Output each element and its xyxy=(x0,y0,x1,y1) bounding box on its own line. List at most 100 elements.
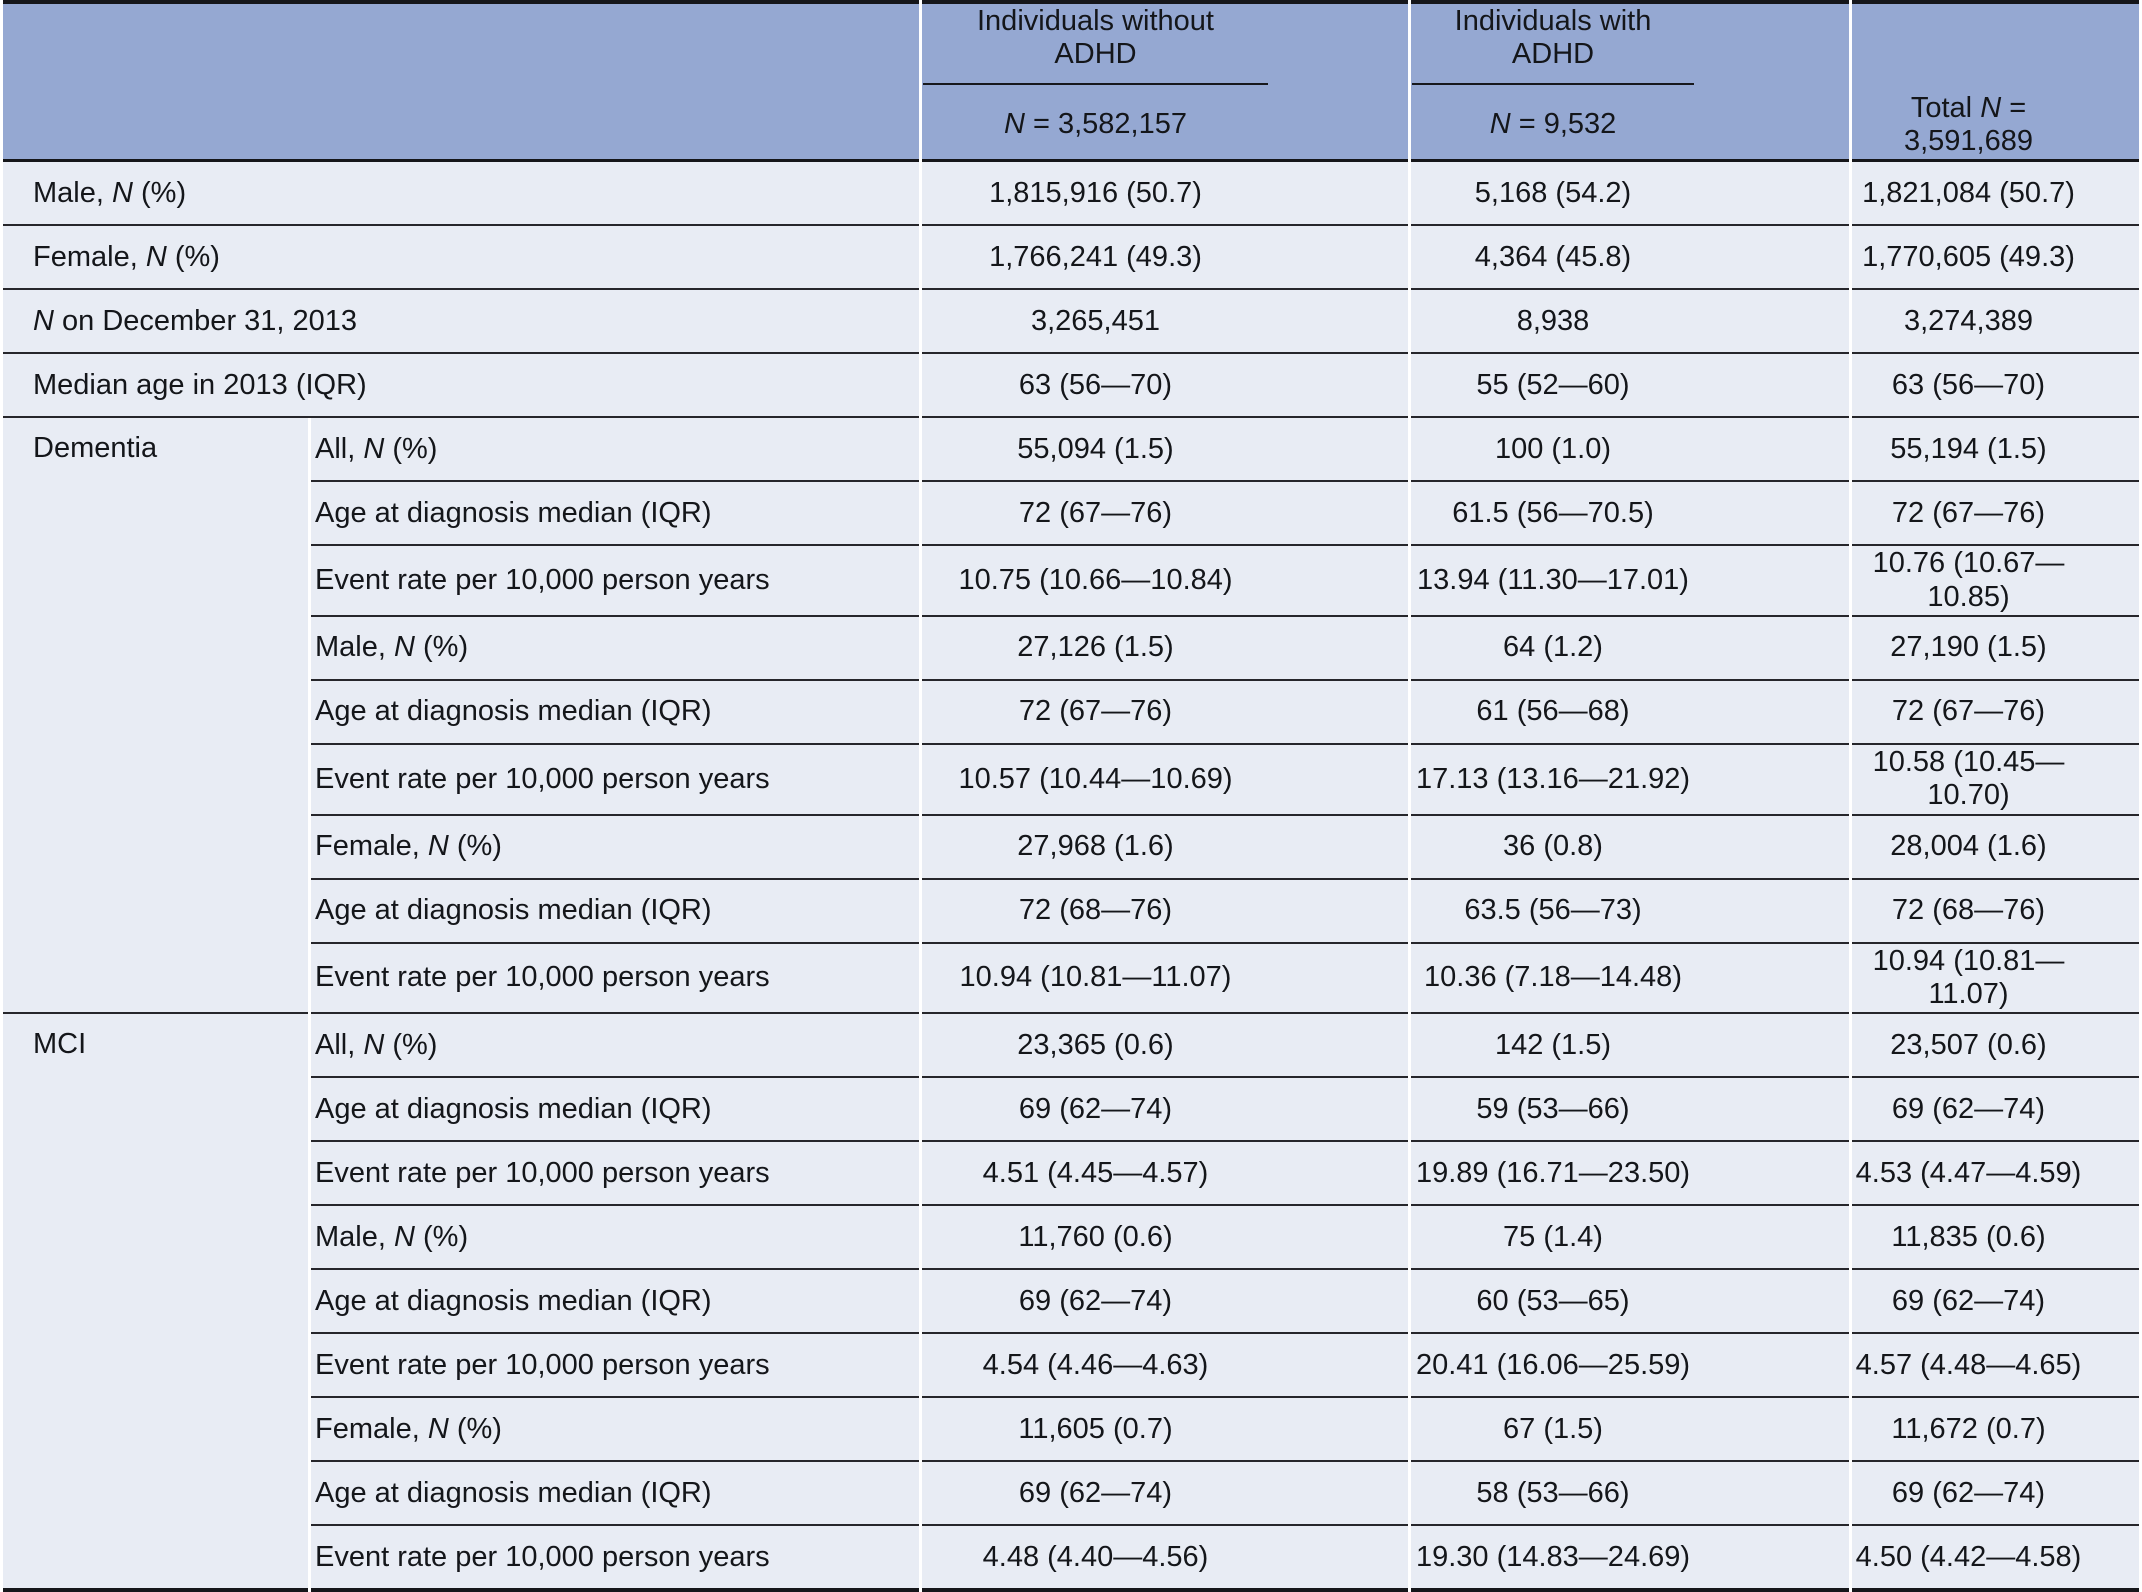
row-sublabel: Age at diagnosis median (IQR) xyxy=(311,1078,919,1143)
row-value-2: 59 (53—66) xyxy=(1411,1078,1849,1143)
row-value-2: 64 (1.2) xyxy=(1411,617,1849,682)
row-value-3: 4.53 (4.47—4.59) xyxy=(1852,1142,2139,1207)
row-value-1: 11,760 (0.6) xyxy=(922,1206,1408,1271)
row-value-2: 36 (0.8) xyxy=(1411,815,1849,880)
row-value-3: 4.57 (4.48—4.65) xyxy=(1852,1334,2139,1399)
row-value-2: 67 (1.5) xyxy=(1411,1398,1849,1463)
header-group-row: Individuals without ADHD Individuals wit… xyxy=(3,0,2139,91)
table-row: Event rate per 10,000 person years 4.54 (… xyxy=(3,1334,2139,1399)
table-row: Age at diagnosis median (IQR) 69 (62—74) 5… xyxy=(3,1462,2139,1527)
row-value-1: 23,365 (0.6) xyxy=(922,1014,1408,1079)
row-value-3: 72 (67—76) xyxy=(1852,482,2139,547)
table-row: MCI All, N (%) 23,365 (0.6) 142 (1.5) 23,507… xyxy=(3,1014,2139,1592)
row-sublabel: Event rate per 10,000 person years xyxy=(311,943,919,1015)
row-value-2: 13.94 (11.30—17.01) xyxy=(1411,546,1849,618)
row-sublabel: Age at diagnosis median (IQR) xyxy=(311,482,919,547)
row-value-3: 1,821,084 (50.7) xyxy=(1852,162,2139,227)
row-label: N on December 31, 2013 xyxy=(3,290,919,355)
table-row: Male, N (%) 1,815,916 (50.7) 5,168 (54.2) 1… xyxy=(3,162,2139,227)
row-value-2: 60 (53—65) xyxy=(1411,1270,1849,1335)
header-group-title-without-adhd: Individuals without ADHD xyxy=(923,5,1268,85)
table-row: Age at diagnosis median (IQR) 72 (67—76) 6… xyxy=(3,482,2139,547)
row-sublabel: Event rate per 10,000 person years xyxy=(311,546,919,618)
row-value-1: 63 (56—70) xyxy=(922,354,1408,419)
row-value-2: 55 (52—60) xyxy=(1411,354,1849,419)
row-value-2: 75 (1.4) xyxy=(1411,1206,1849,1271)
row-value-3: 10.94 (10.81—11.07) xyxy=(1852,943,2139,1015)
row-sublabel: Event rate per 10,000 person years xyxy=(311,1142,919,1207)
table-row: Event rate per 10,000 person years 10.94 … xyxy=(3,943,2139,1015)
row-value-3: 23,507 (0.6) xyxy=(1852,1014,2139,1079)
row-value-3: 28,004 (1.6) xyxy=(1852,815,2139,880)
row-sublabel: Event rate per 10,000 person years xyxy=(311,745,919,816)
table-row: Female, N (%) 11,605 (0.7) 67 (1.5) 11,672 … xyxy=(3,1398,2139,1463)
row-sublabel: All, N (%) xyxy=(311,418,919,483)
table-row: Median age in 2013 (IQR) 63 (56—70) 55 (52… xyxy=(3,354,2139,419)
table-row: Female, N (%) 1,766,241 (49.3) 4,364 (45.8… xyxy=(3,226,2139,291)
row-value-1: 72 (67—76) xyxy=(922,482,1408,547)
table-row: Event rate per 10,000 person years 10.75 … xyxy=(3,546,2139,618)
row-sublabel: Age at diagnosis median (IQR) xyxy=(311,681,919,746)
header-blank-cell xyxy=(1852,0,2139,91)
row-sublabel: Event rate per 10,000 person years xyxy=(311,1526,919,1592)
header-group-cell-with-adhd: Individuals with ADHD xyxy=(1411,0,1849,91)
row-value-1: 72 (68—76) xyxy=(922,879,1408,944)
row-value-2: 20.41 (16.06—25.59) xyxy=(1411,1334,1849,1399)
header-n-without-adhd: N = 3,582,157 xyxy=(922,90,1408,163)
table-row: Event rate per 10,000 person years 10.57 … xyxy=(3,745,2139,816)
table-row: Age at diagnosis median (IQR) 72 (67—76) 6… xyxy=(3,681,2139,746)
row-sublabel: All, N (%) xyxy=(311,1014,919,1079)
table-row: Event rate per 10,000 person years 4.51 (… xyxy=(3,1142,2139,1207)
row-sublabel: Male, N (%) xyxy=(311,617,919,682)
row-label: Female, N (%) xyxy=(3,226,919,291)
row-value-3: 10.76 (10.67—10.85) xyxy=(1852,546,2139,618)
row-value-1: 3,265,451 xyxy=(922,290,1408,355)
row-value-1: 1,766,241 (49.3) xyxy=(922,226,1408,291)
section-label: Dementia xyxy=(3,418,308,1015)
row-value-3: 72 (68—76) xyxy=(1852,879,2139,944)
table-row: Age at diagnosis median (IQR) 69 (62—74) 6… xyxy=(3,1270,2139,1335)
header-subtitle-row: N = 3,582,157 N = 9,532 Total N = 3,591,… xyxy=(3,90,2139,163)
row-value-2: 58 (53—66) xyxy=(1411,1462,1849,1527)
row-value-3: 11,672 (0.7) xyxy=(1852,1398,2139,1463)
row-sublabel: Event rate per 10,000 person years xyxy=(311,1334,919,1399)
row-value-2: 19.89 (16.71—23.50) xyxy=(1411,1142,1849,1207)
row-value-1: 4.54 (4.46—4.63) xyxy=(922,1334,1408,1399)
row-value-2: 142 (1.5) xyxy=(1411,1014,1849,1079)
row-value-1: 4.51 (4.45—4.57) xyxy=(922,1142,1408,1207)
row-value-2: 63.5 (56—73) xyxy=(1411,879,1849,944)
row-value-3: 69 (62—74) xyxy=(1852,1270,2139,1335)
table-header: Individuals without ADHD Individuals wit… xyxy=(3,0,2139,163)
row-label: Median age in 2013 (IQR) xyxy=(3,354,919,419)
row-value-1: 4.48 (4.40—4.56) xyxy=(922,1526,1408,1592)
row-value-1: 55,094 (1.5) xyxy=(922,418,1408,483)
row-value-2: 19.30 (14.83—24.69) xyxy=(1411,1526,1849,1592)
header-n-with-adhd: N = 9,532 xyxy=(1411,90,1849,163)
row-value-3: 10.58 (10.45—10.70) xyxy=(1852,745,2139,816)
table-row: Event rate per 10,000 person years 4.48 (… xyxy=(3,1526,2139,1592)
row-value-3: 27,190 (1.5) xyxy=(1852,617,2139,682)
table-row: Age at diagnosis median (IQR) 72 (68—76) 6… xyxy=(3,879,2139,944)
row-value-2: 5,168 (54.2) xyxy=(1411,162,1849,227)
row-sublabel: Female, N (%) xyxy=(311,815,919,880)
row-value-2: 17.13 (13.16—21.92) xyxy=(1411,745,1849,816)
table-row: Male, N (%) 27,126 (1.5) 64 (1.2) 27,190 (1… xyxy=(3,617,2139,682)
row-value-1: 69 (62—74) xyxy=(922,1270,1408,1335)
row-value-1: 27,968 (1.6) xyxy=(922,815,1408,880)
row-value-3: 1,770,605 (49.3) xyxy=(1852,226,2139,291)
row-sublabel: Age at diagnosis median (IQR) xyxy=(311,879,919,944)
table-row: Female, N (%) 27,968 (1.6) 36 (0.8) 28,004 … xyxy=(3,815,2139,880)
table-row: Dementia All, N (%) 55,094 (1.5) 100 (1.0) 5… xyxy=(3,418,2139,1015)
section-label: MCI xyxy=(3,1014,308,1592)
row-value-3: 11,835 (0.6) xyxy=(1852,1206,2139,1271)
row-value-1: 10.75 (10.66—10.84) xyxy=(922,546,1408,618)
row-value-2: 8,938 xyxy=(1411,290,1849,355)
header-total-n: Total N = 3,591,689 xyxy=(1852,90,2139,163)
row-value-2: 100 (1.0) xyxy=(1411,418,1849,483)
row-value-1: 69 (62—74) xyxy=(922,1462,1408,1527)
row-value-1: 69 (62—74) xyxy=(922,1078,1408,1143)
header-blank-cell xyxy=(3,90,919,163)
header-group-title-with-adhd: Individuals with ADHD xyxy=(1412,5,1694,85)
row-value-1: 1,815,916 (50.7) xyxy=(922,162,1408,227)
row-sublabel: Male, N (%) xyxy=(311,1206,919,1271)
